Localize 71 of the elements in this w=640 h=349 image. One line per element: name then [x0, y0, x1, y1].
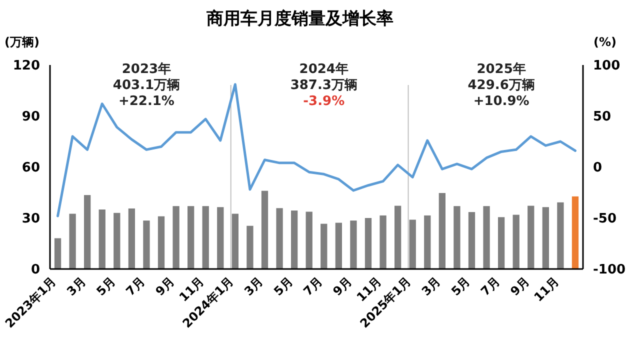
- annotation: 429.6万辆: [468, 78, 535, 93]
- bar: [172, 206, 180, 269]
- bar: [409, 220, 416, 269]
- bar: [572, 196, 579, 269]
- bar: [143, 220, 150, 269]
- x-tick-label: 9月: [152, 274, 178, 298]
- bar: [320, 224, 328, 269]
- y2-tick-label: 0: [593, 160, 602, 176]
- y-tick-label: 90: [22, 110, 40, 125]
- y2-tick-label: 100: [593, 58, 620, 74]
- bar: [454, 206, 460, 269]
- bar: [468, 212, 476, 269]
- bar: [217, 207, 224, 269]
- bar: [69, 214, 76, 269]
- bar: [202, 206, 209, 269]
- x-tick-label: 9月: [330, 274, 355, 298]
- bar: [276, 208, 283, 269]
- bar: [380, 215, 386, 269]
- annotation: 2023年: [122, 62, 172, 77]
- bar: [114, 212, 120, 269]
- annotation: -3.9%: [303, 94, 345, 109]
- x-tick-label: 7月: [123, 274, 148, 298]
- annotation: 2024年: [299, 62, 348, 77]
- y-tick-label: 60: [22, 160, 40, 176]
- x-tick-label: 7月: [300, 274, 325, 298]
- bar: [483, 206, 490, 269]
- bar: [158, 216, 165, 269]
- bar: [438, 193, 446, 269]
- bar: [424, 215, 431, 269]
- bar: [394, 206, 402, 269]
- annotation: +22.1%: [118, 94, 174, 109]
- y-tick-label: 30: [22, 212, 40, 227]
- bar: [98, 210, 106, 269]
- annotation: +10.9%: [473, 94, 530, 109]
- x-tick-label: 3月: [242, 274, 266, 298]
- bar: [498, 217, 505, 269]
- y2-tick-label: -50: [593, 212, 616, 227]
- x-tick-label: 11月: [531, 274, 562, 304]
- annotation: 2025年: [476, 62, 526, 77]
- x-tick-label: 7月: [478, 274, 502, 298]
- x-tick-label: 9月: [508, 274, 532, 298]
- bar: [306, 212, 312, 269]
- bar: [512, 214, 520, 269]
- y2-tick-label: 50: [593, 110, 612, 125]
- chart-title: 商用车月度销量及增长率: [206, 9, 394, 29]
- y-axis-title: (万辆): [4, 35, 40, 49]
- bar: [350, 220, 357, 269]
- x-tick-label: 5月: [271, 274, 296, 298]
- y-tick-label: 0: [30, 262, 40, 278]
- y2-tick-label: -100: [593, 262, 626, 278]
- y2-axis-title: (%): [594, 35, 616, 49]
- bar: [84, 195, 91, 269]
- bar: [246, 226, 254, 269]
- bar: [54, 238, 62, 269]
- annotation: 387.3万辆: [290, 78, 358, 93]
- bar: [542, 207, 549, 269]
- y-tick-label: 120: [12, 58, 40, 74]
- bar: [528, 206, 534, 269]
- bar: [128, 208, 136, 269]
- x-tick-label: 5月: [448, 274, 473, 298]
- bar: [188, 206, 194, 269]
- x-tick-label: 3月: [418, 274, 444, 298]
- bar: [261, 190, 268, 269]
- bar: [290, 210, 298, 269]
- bar: [557, 202, 564, 269]
- bar: [232, 214, 239, 269]
- bar: [364, 218, 372, 269]
- bar: [335, 222, 342, 269]
- x-tick-label: 5月: [94, 274, 118, 298]
- annotation: 403.1万辆: [112, 78, 180, 93]
- x-tick-label: 3月: [64, 274, 88, 298]
